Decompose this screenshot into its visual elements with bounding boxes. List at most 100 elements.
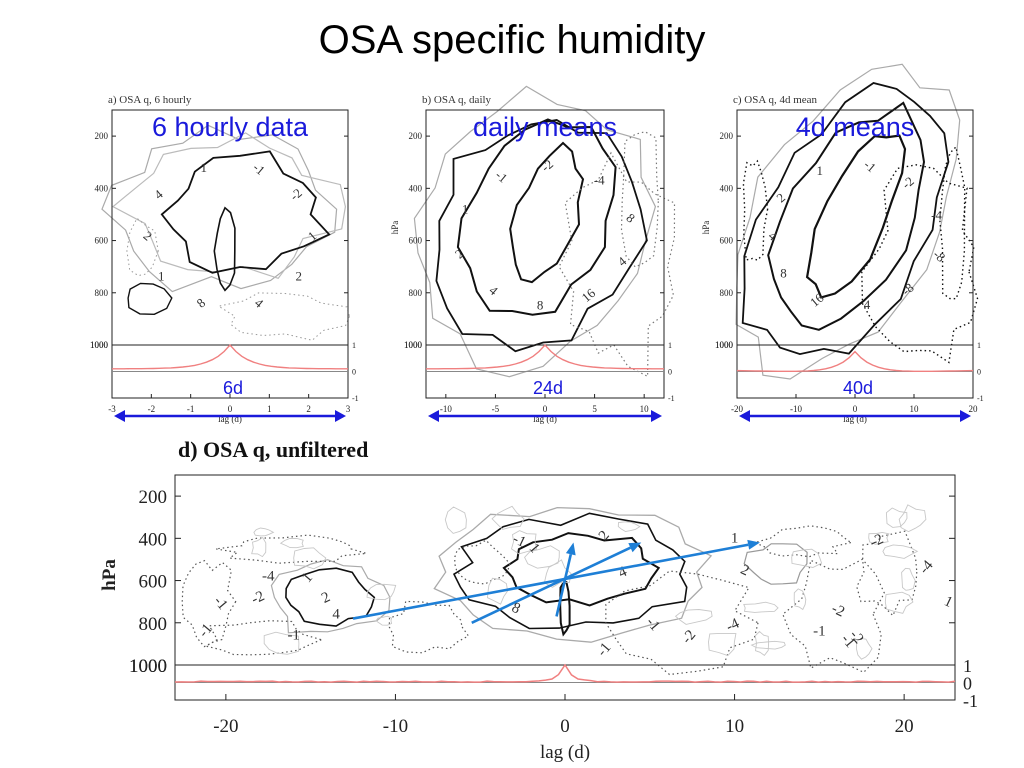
- contour-line: [375, 615, 393, 626]
- autocorrelation-line: [112, 343, 348, 370]
- x-axis-label: lag (d): [843, 414, 867, 424]
- x-tick-label: 10: [640, 404, 650, 414]
- contour-label: -1: [510, 531, 528, 551]
- contour-line: [782, 558, 885, 674]
- contour-line: [791, 548, 823, 568]
- autocorrelation-line: [174, 663, 956, 683]
- contour-label: 8: [537, 298, 544, 313]
- contour-label: -2: [829, 601, 847, 621]
- contour-label: 8: [780, 265, 787, 280]
- contour-label: -1: [250, 160, 268, 178]
- range-annotation: 40d: [843, 378, 873, 398]
- range-arrow-head-right: [960, 410, 971, 422]
- contour-label: 8: [623, 210, 638, 226]
- contour-line: [452, 512, 688, 630]
- slide-title: OSA specific humidity: [318, 18, 706, 62]
- y-tick-label: 200: [720, 131, 734, 141]
- contour-line: [856, 530, 918, 617]
- propagation-arrow: [555, 553, 573, 617]
- x-tick-label: -10: [383, 716, 408, 737]
- contour-line: [366, 583, 397, 601]
- contour-label: -4: [262, 569, 275, 585]
- contour-line: [741, 82, 950, 356]
- y-tick-label: 600: [139, 572, 168, 593]
- contour-label: -2: [679, 627, 699, 647]
- strip-tick-label: 0: [977, 368, 981, 377]
- strip-tick-label: 1: [963, 656, 972, 676]
- x-axis-label: lag (d): [533, 414, 557, 424]
- contour-line: [285, 567, 376, 627]
- contour-line: [502, 532, 661, 607]
- x-tick-label: 0: [543, 404, 548, 414]
- range-arrow-head-left: [114, 410, 125, 422]
- x-tick-label: -2: [148, 404, 156, 414]
- range-arrow-head-left: [739, 410, 750, 422]
- contour-line: [454, 539, 511, 585]
- y-axis-label: hPa: [701, 221, 711, 235]
- contours: [181, 504, 927, 676]
- contour-label: 1: [731, 531, 739, 547]
- x-tick-label: -1: [187, 404, 195, 414]
- strip-tick-label: 0: [352, 368, 356, 377]
- contour-line: [735, 63, 961, 380]
- x-tick-label: 10: [725, 716, 744, 737]
- y-tick-label: 1000: [404, 340, 423, 350]
- panel-label: b) OSA q, daily: [422, 94, 492, 106]
- strip-tick-label: -1: [668, 394, 675, 403]
- contour-line: [901, 567, 916, 591]
- contour-label: 1: [305, 228, 320, 244]
- contours: [413, 85, 676, 378]
- contour-line: [868, 531, 890, 545]
- range-arrow-head-right: [335, 410, 346, 422]
- x-tick-label: 0: [560, 716, 570, 737]
- range-arrow-head-right: [651, 410, 662, 422]
- y-tick-label: 1000: [90, 340, 109, 350]
- contour-label: 1: [817, 163, 824, 178]
- panel-label: c) OSA q, 4d mean: [733, 94, 818, 106]
- contour-line: [413, 85, 657, 378]
- contour-label: 1: [200, 160, 207, 175]
- contour-line: [898, 504, 927, 533]
- contour-line: [456, 118, 617, 316]
- x-tick-label: 3: [346, 404, 351, 414]
- y-tick-label: 800: [409, 288, 423, 298]
- contour-line: [487, 577, 509, 605]
- y-tick-label: 1000: [129, 656, 167, 677]
- propagation-arrow-head: [628, 542, 642, 553]
- range-arrow-head-left: [428, 410, 439, 422]
- panel-label: d) OSA q, unfiltered: [178, 437, 368, 462]
- strip-tick-label: 1: [668, 341, 672, 350]
- x-tick-label: 1: [267, 404, 272, 414]
- y-tick-label: 1000: [90, 340, 109, 350]
- contour-line: [253, 527, 275, 537]
- contour-line: [491, 505, 525, 530]
- y-tick-label: 1000: [404, 340, 423, 350]
- contour-label: -1: [210, 593, 230, 613]
- y-tick-label: 600: [409, 236, 423, 246]
- autocorrelation-line: [426, 343, 664, 370]
- y-tick-label: 400: [720, 183, 734, 193]
- propagation-arrow: [471, 546, 632, 624]
- panel-annotation: 6 hourly data: [152, 112, 309, 142]
- y-tick-label: 800: [720, 288, 734, 298]
- contour-line: [127, 282, 173, 316]
- strip-tick-label: 1: [977, 341, 981, 350]
- contour-line: [524, 545, 560, 569]
- panel-label: a) OSA q, 6 hourly: [108, 94, 192, 106]
- contour-line: [855, 638, 873, 660]
- y-tick-label: 1000: [715, 340, 734, 350]
- contour-label: 2: [295, 269, 302, 284]
- strip-tick-label: 1: [352, 341, 356, 350]
- contour-line: [217, 292, 351, 341]
- contour-line: [793, 588, 807, 611]
- contour-label: 16: [579, 285, 599, 305]
- contour-label: -1: [643, 614, 663, 634]
- contour-line: [885, 507, 908, 528]
- contour-line: [433, 506, 713, 643]
- contour-line: [750, 640, 786, 650]
- contour-line: [753, 525, 853, 558]
- contour-label: 4: [252, 295, 267, 311]
- x-tick-label: -20: [731, 404, 743, 414]
- autocorrelation-line: [736, 350, 974, 372]
